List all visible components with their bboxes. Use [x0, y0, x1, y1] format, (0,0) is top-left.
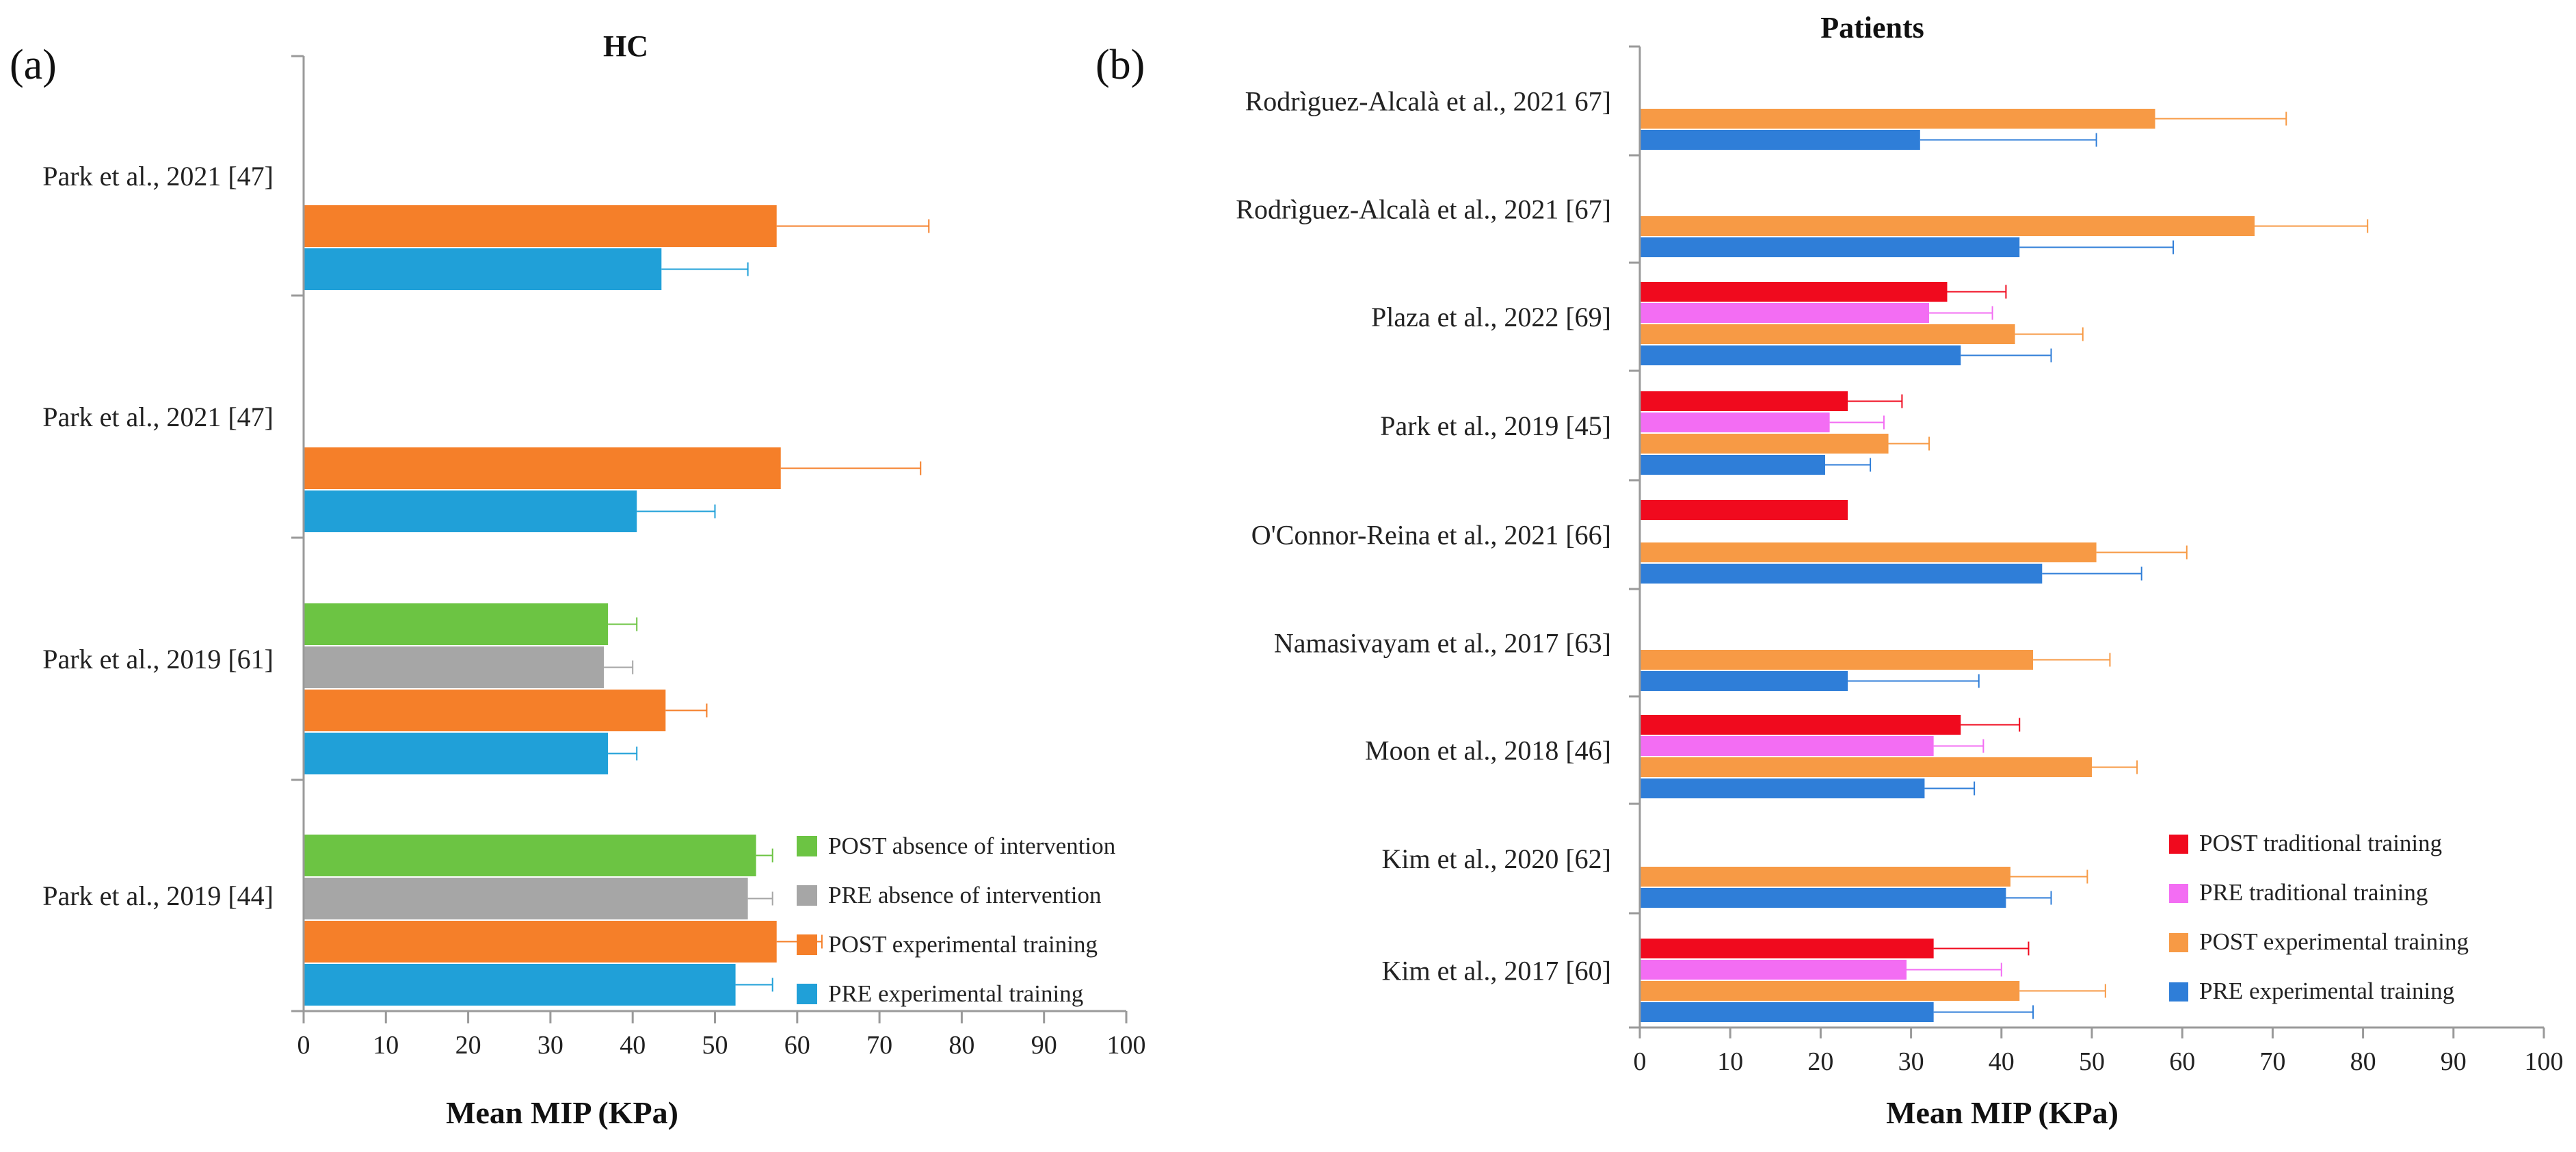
panel-b-x-tick-label-10: 90 [2441, 1047, 2467, 1076]
panel-a-chart: (a) HC Park et al., 2021 [47] Park et al.… [10, 29, 1146, 1130]
panel-b-bar-9-series-4 [1640, 1002, 1934, 1022]
panel-b-bar-5-series-3 [1640, 542, 2097, 562]
panel-b-bar-9-series-3 [1640, 981, 2020, 1001]
panel-b-category-label-5: O'Connor-Reina et al., 2021 [66] [1251, 520, 1611, 551]
panel-b-category-label-9: Kim et al., 2017 [60] [1382, 956, 1612, 986]
panel-a-x-tick-label-6: 50 [702, 1031, 728, 1060]
panel-a-x-axis-title: Mean MIP (KPa) [446, 1095, 678, 1130]
panel-b-bar-2-series-4 [1640, 237, 2020, 257]
panel-b-bar-3-series-1 [1640, 282, 1948, 302]
panel-a-bar-2-series-4 [304, 490, 637, 532]
panel-a-category-label-2: Park et al., 2021 [47] [42, 402, 274, 432]
panel-b-category-label-8: Kim et al., 2020 [62] [1382, 843, 1612, 874]
panel-a-bar-1-series-4 [304, 248, 662, 290]
panel-a-x-tick-label-10: 90 [1031, 1031, 1057, 1060]
panel-a-bar-4-series-1 [304, 835, 756, 876]
panel-b-legend-label-4: PRE experimental training [2199, 978, 2454, 1004]
panel-b-legend-swatch-3 [2169, 933, 2188, 952]
panel-b-title: Patients [1820, 11, 1924, 44]
panel-b-x-tick-label-5: 40 [1989, 1047, 2015, 1076]
panel-b-category-label-1: Rodrìguez-Alcalà et al., 2021 67] [1245, 86, 1611, 117]
panel-a-bar-4-series-2 [304, 878, 748, 919]
panel-a-title: HC [603, 29, 648, 63]
panel-b-bar-5-series-1 [1640, 500, 1848, 520]
panel-b-bar-4-series-4 [1640, 455, 1826, 475]
panel-a-legend-label-4: PRE experimental training [828, 980, 1083, 1007]
panel-a-bar-3-series-3 [304, 690, 666, 731]
panel-a-x-tick-label-7: 60 [784, 1031, 810, 1060]
panel-a-category-label-1: Park et al., 2021 [47] [42, 161, 274, 192]
panel-b-bar-4-series-3 [1640, 434, 1889, 454]
panel-a-legend-swatch-4 [797, 984, 817, 1004]
panel-b-x-tick-label-1: 0 [1634, 1047, 1647, 1076]
panel-a-legend-swatch-2 [797, 885, 817, 906]
panel-b-bar-1-series-3 [1640, 109, 2155, 129]
panel-b-bar-8-series-4 [1640, 888, 2006, 908]
panel-a-category-label-4: Park et al., 2019 [44] [42, 880, 274, 911]
panel-a-legend-swatch-3 [797, 934, 817, 955]
panel-a-x-tick-label-9: 80 [948, 1031, 974, 1060]
panel-b-legend-swatch-4 [2169, 982, 2188, 1002]
panel-b-bar-7-series-4 [1640, 778, 1925, 798]
panel-a-bar-2-series-3 [304, 447, 781, 489]
panel-b-bar-1-series-4 [1640, 130, 1920, 150]
panel-b-x-tick-label-4: 30 [1898, 1047, 1924, 1076]
panel-b-legend-label-3: POST experimental training [2199, 928, 2469, 955]
panel-a-legend-label-2: PRE absence of intervention [828, 882, 1101, 908]
panel-b-bar-7-series-3 [1640, 757, 2092, 777]
panel-b-x-tick-label-11: 100 [2525, 1047, 2564, 1076]
panel-b-bar-3-series-2 [1640, 303, 1930, 323]
panel-a-x-tick-label-8: 70 [866, 1031, 892, 1060]
panel-b-bar-9-series-1 [1640, 939, 1934, 958]
panel-b-bar-6-series-4 [1640, 671, 1848, 691]
panel-b-bar-4-series-2 [1640, 413, 1830, 432]
panel-b-bar-3-series-4 [1640, 345, 1961, 365]
panel-b-bar-3-series-3 [1640, 324, 2015, 344]
panel-b-category-label-6: Namasivayam et al., 2017 [63] [1274, 628, 1611, 659]
panel-b-category-label-3: Plaza et al., 2022 [69] [1371, 302, 1611, 332]
panel-b-bar-2-series-3 [1640, 216, 2255, 236]
panel-a-bar-3-series-1 [304, 603, 609, 645]
panel-b-bar-4-series-1 [1640, 391, 1848, 411]
panel-a-legend-label-1: POST absence of intervention [828, 833, 1115, 859]
panel-b-legend-swatch-1 [2169, 835, 2188, 854]
panel-b-x-axis-title: Mean MIP (KPa) [1886, 1095, 2119, 1130]
panel-a-x-tick-label-2: 10 [373, 1031, 399, 1060]
panel-a-x-tick-label-4: 30 [537, 1031, 563, 1060]
panel-a-bar-4-series-3 [304, 921, 777, 963]
panel-b-x-tick-label-2: 10 [1717, 1047, 1743, 1076]
panel-b-chart: (b) Patients Rodrìguez-Alcalà et al., 20… [1096, 11, 2564, 1130]
panel-a-x-tick-label-5: 40 [620, 1031, 646, 1060]
panel-a-legend-label-3: POST experimental training [828, 931, 1098, 958]
panel-a-x-tick-label-11: 100 [1107, 1031, 1146, 1060]
panel-b-bar-8-series-3 [1640, 867, 2011, 887]
panel-b-legend-label-2: PRE traditional training [2199, 879, 2428, 906]
panel-b-x-tick-label-6: 50 [2079, 1047, 2105, 1076]
panel-b-bar-7-series-1 [1640, 715, 1961, 735]
panel-b-x-tick-label-9: 80 [2350, 1047, 2376, 1076]
panel-b-bar-6-series-3 [1640, 650, 2034, 670]
panel-b-x-tick-label-3: 20 [1807, 1047, 1833, 1076]
panel-a-bar-4-series-4 [304, 964, 736, 1006]
panel-a-bar-3-series-4 [304, 733, 609, 774]
panel-a-legend-swatch-1 [797, 836, 817, 856]
panel-a-x-tick-label-1: 0 [297, 1031, 310, 1060]
panel-b-legend-swatch-2 [2169, 884, 2188, 903]
panel-b-legend-label-1: POST traditional training [2199, 830, 2442, 856]
panel-a-bar-1-series-3 [304, 205, 777, 247]
panel-b-category-label-4: Park et al., 2019 [45] [1380, 410, 1611, 441]
panel-b-bar-5-series-4 [1640, 564, 2043, 584]
panel-b-x-tick-label-8: 70 [2259, 1047, 2285, 1076]
panel-a-letter: (a) [10, 42, 57, 88]
panel-b-category-label-7: Moon et al., 2018 [46] [1365, 735, 1611, 766]
panel-b-bar-7-series-2 [1640, 736, 1934, 756]
panel-a-bar-3-series-2 [304, 646, 605, 688]
panel-b-letter: (b) [1096, 42, 1145, 88]
panel-b-x-tick-label-7: 60 [2169, 1047, 2195, 1076]
panel-b-category-label-2: Rodrìguez-Alcalà et al., 2021 [67] [1236, 194, 1611, 225]
panel-a-category-label-3: Park et al., 2019 [61] [42, 644, 274, 675]
panel-b-bar-9-series-2 [1640, 960, 1907, 980]
panel-a-x-tick-label-3: 20 [455, 1031, 481, 1060]
